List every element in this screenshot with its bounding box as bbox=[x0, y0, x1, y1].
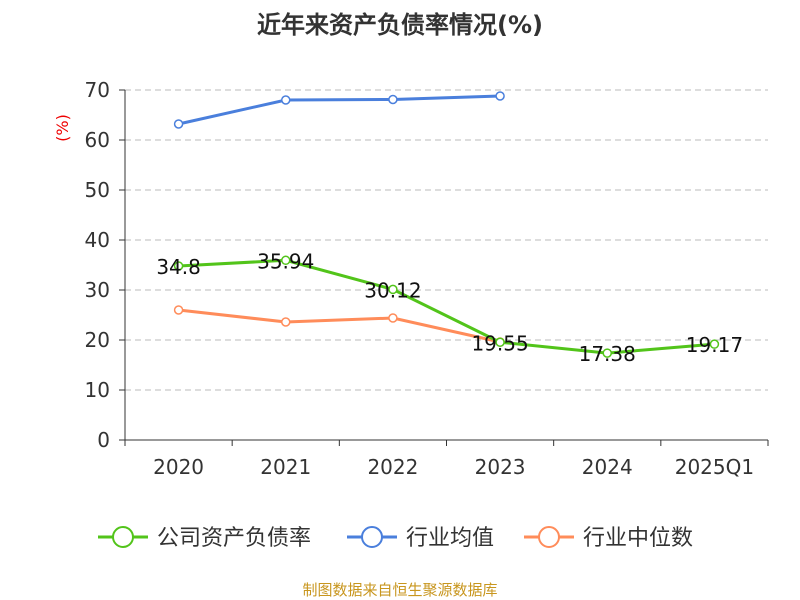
series-line-2 bbox=[178, 308, 501, 344]
data-label: 19.17 bbox=[686, 333, 743, 357]
data-label: 34.8 bbox=[156, 255, 201, 279]
data-label: 35.94 bbox=[257, 249, 314, 273]
y-tick-label: 40 bbox=[85, 228, 110, 252]
data-point bbox=[388, 313, 398, 323]
series-line-0 bbox=[178, 258, 715, 355]
legend-label: 行业中位数 bbox=[583, 526, 693, 551]
data-point bbox=[388, 284, 398, 295]
legend-label: 公司资产负债率 bbox=[157, 526, 311, 551]
data-point bbox=[281, 317, 291, 327]
legend-marker bbox=[361, 526, 383, 548]
y-axis-label: (%) bbox=[53, 114, 72, 142]
data-point bbox=[281, 95, 291, 105]
data-point bbox=[709, 339, 720, 349]
x-tick-label: 2021 bbox=[260, 455, 311, 479]
y-tick-label: 50 bbox=[85, 178, 110, 202]
legend-marker bbox=[538, 526, 560, 548]
data-label: 19.55 bbox=[471, 331, 528, 355]
x-tick-label: 2022 bbox=[367, 455, 418, 479]
y-tick-label: 0 bbox=[97, 428, 110, 452]
data-point bbox=[602, 348, 612, 358]
data-point bbox=[173, 119, 184, 129]
y-tick-label: 60 bbox=[85, 128, 110, 152]
data-point bbox=[388, 94, 398, 105]
data-label: 17.38 bbox=[579, 342, 636, 366]
chart-title: 近年来资产负债率情况(%) bbox=[257, 11, 543, 39]
y-tick-label: 30 bbox=[85, 278, 110, 302]
y-tick-label: 20 bbox=[85, 328, 110, 352]
data-point bbox=[495, 337, 505, 347]
y-tick-label: 70 bbox=[85, 78, 110, 102]
x-tick-label: 2025Q1 bbox=[675, 455, 754, 479]
x-tick-label: 2024 bbox=[582, 455, 633, 479]
legend-marker bbox=[112, 526, 134, 548]
data-point bbox=[495, 91, 505, 101]
data-point bbox=[173, 261, 184, 271]
x-tick-label: 2023 bbox=[475, 455, 526, 479]
series-line-1 bbox=[178, 94, 501, 126]
data-point bbox=[173, 305, 184, 315]
y-tick-label: 10 bbox=[85, 378, 110, 402]
legend-label: 行业均值 bbox=[406, 526, 494, 551]
data-label: 30.12 bbox=[364, 278, 421, 302]
source-note: 制图数据来自恒生聚源数据库 bbox=[302, 581, 497, 599]
x-tick-label: 2020 bbox=[153, 455, 204, 479]
data-point bbox=[281, 255, 291, 266]
